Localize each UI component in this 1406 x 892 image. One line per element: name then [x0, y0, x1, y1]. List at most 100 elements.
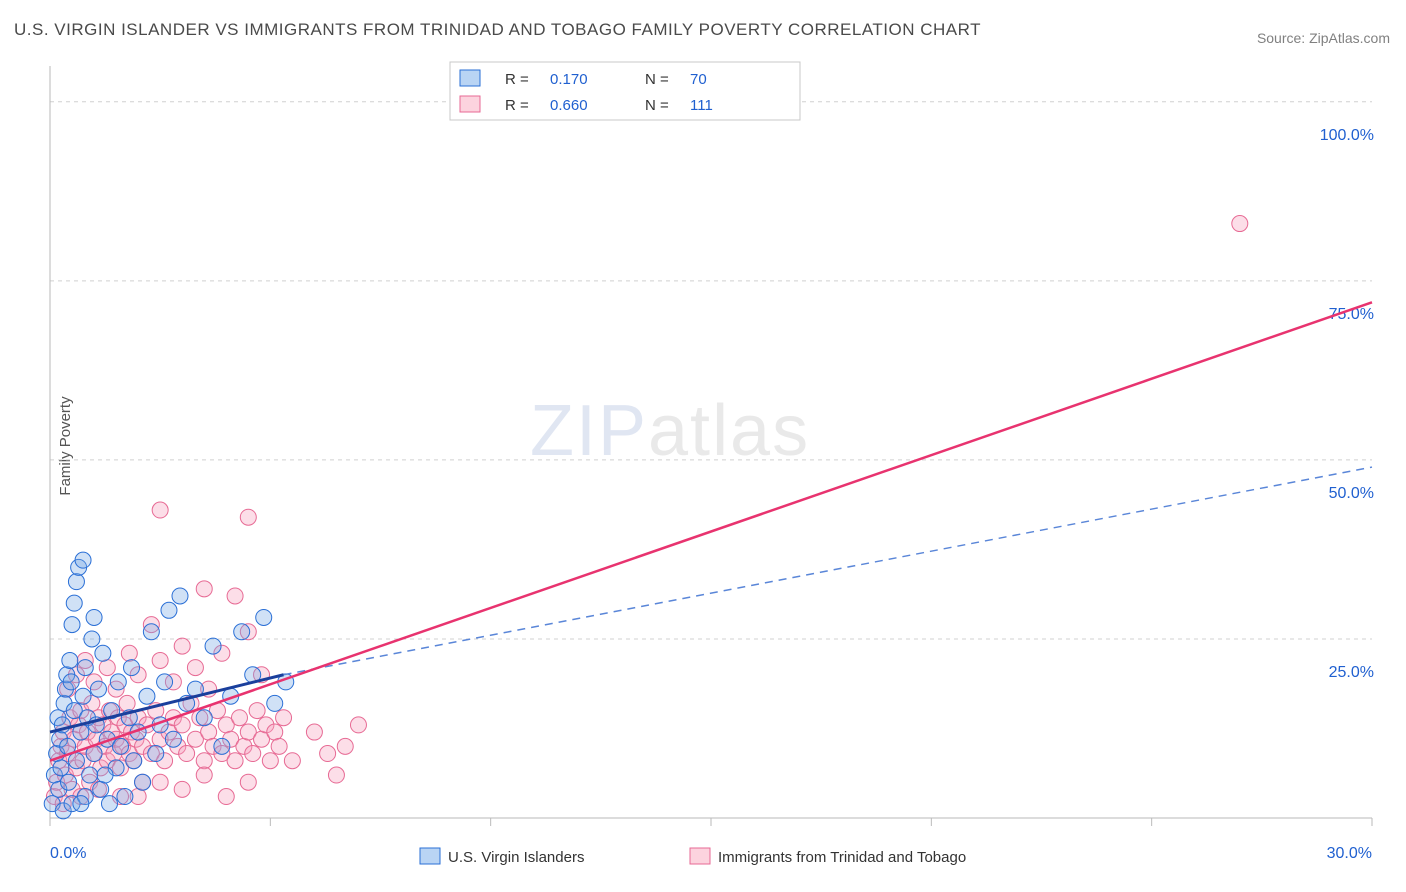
point-tt — [328, 767, 344, 783]
point-usvi — [135, 774, 151, 790]
point-tt — [196, 753, 212, 769]
point-usvi — [53, 760, 69, 776]
y-tick-label: 100.0% — [1320, 127, 1374, 144]
point-tt — [174, 717, 190, 733]
point-usvi — [86, 609, 102, 625]
point-tt — [240, 774, 256, 790]
point-usvi — [234, 624, 250, 640]
point-tt — [196, 767, 212, 783]
point-tt — [306, 724, 322, 740]
point-tt — [262, 753, 278, 769]
point-usvi — [143, 624, 159, 640]
point-usvi — [113, 738, 129, 754]
x-tick-label: 0.0% — [50, 845, 86, 862]
legend-swatch — [460, 96, 480, 112]
point-usvi — [139, 688, 155, 704]
point-usvi — [172, 588, 188, 604]
trendline-tt — [50, 302, 1372, 760]
point-usvi — [157, 674, 173, 690]
legend-n-label: N = — [645, 97, 669, 114]
point-tt — [152, 774, 168, 790]
point-tt — [350, 717, 366, 733]
point-usvi — [75, 552, 91, 568]
point-tt — [152, 652, 168, 668]
point-usvi — [126, 753, 142, 769]
stats-legend-box — [450, 62, 800, 120]
trendline-usvi-dash — [284, 467, 1372, 675]
point-tt — [201, 724, 217, 740]
point-usvi — [75, 688, 91, 704]
point-usvi — [77, 660, 93, 676]
point-usvi — [73, 796, 89, 812]
point-tt — [231, 710, 247, 726]
point-usvi — [148, 746, 164, 762]
point-usvi — [117, 789, 133, 805]
bottom-legend-label: Immigrants from Trinidad and Tobago — [718, 849, 966, 866]
point-tt — [119, 695, 135, 711]
plot-area: ZIPatlas 25.0%50.0%75.0%100.0%0.0%30.0%R… — [50, 60, 1380, 840]
point-usvi — [66, 595, 82, 611]
bottom-legend-swatch — [690, 848, 710, 864]
point-usvi — [101, 796, 117, 812]
point-tt — [227, 753, 243, 769]
point-usvi — [267, 695, 283, 711]
point-tt — [174, 781, 190, 797]
point-tt — [179, 746, 195, 762]
point-tt — [337, 738, 353, 754]
point-usvi — [205, 638, 221, 654]
point-tt — [218, 789, 234, 805]
legend-r-value: 0.170 — [550, 71, 588, 88]
point-usvi — [62, 652, 78, 668]
source-label: Source: ZipAtlas.com — [1257, 30, 1390, 46]
point-usvi — [82, 767, 98, 783]
point-usvi — [161, 602, 177, 618]
bottom-legend-label: U.S. Virgin Islanders — [448, 849, 584, 866]
legend-swatch — [460, 70, 480, 86]
legend-r-value: 0.660 — [550, 97, 588, 114]
point-usvi — [68, 574, 84, 590]
point-usvi — [84, 631, 100, 647]
point-tt — [284, 753, 300, 769]
legend-r-label: R = — [505, 97, 529, 114]
point-tt — [249, 703, 265, 719]
point-tt — [99, 660, 115, 676]
point-tt — [227, 588, 243, 604]
point-tt — [276, 710, 292, 726]
point-tt — [152, 502, 168, 518]
point-tt — [320, 746, 336, 762]
point-tt — [267, 724, 283, 740]
point-usvi — [90, 681, 106, 697]
legend-n-label: N = — [645, 71, 669, 88]
point-tt — [187, 660, 203, 676]
point-usvi — [64, 617, 80, 633]
x-tick-label: 30.0% — [1327, 845, 1372, 862]
point-usvi — [124, 660, 140, 676]
point-tt — [245, 746, 261, 762]
point-tt — [1232, 216, 1248, 232]
point-usvi — [93, 781, 109, 797]
point-usvi — [68, 753, 84, 769]
legend-n-value: 111 — [690, 97, 713, 114]
chart-title: U.S. VIRGIN ISLANDER VS IMMIGRANTS FROM … — [14, 20, 981, 40]
point-usvi — [110, 674, 126, 690]
point-usvi — [256, 609, 272, 625]
y-tick-label: 25.0% — [1329, 664, 1374, 681]
y-tick-label: 50.0% — [1329, 485, 1374, 502]
point-tt — [174, 638, 190, 654]
plot-svg: 25.0%50.0%75.0%100.0%0.0%30.0%R =0.170N … — [50, 60, 1380, 840]
point-tt — [271, 738, 287, 754]
point-tt — [196, 581, 212, 597]
legend-n-value: 70 — [690, 71, 707, 88]
point-tt — [240, 509, 256, 525]
point-usvi — [97, 767, 113, 783]
point-usvi — [214, 738, 230, 754]
point-tt — [121, 645, 137, 661]
chart-container: U.S. VIRGIN ISLANDER VS IMMIGRANTS FROM … — [0, 0, 1406, 892]
point-usvi — [165, 731, 181, 747]
point-usvi — [63, 674, 79, 690]
bottom-legend-swatch — [420, 848, 440, 864]
point-usvi — [196, 710, 212, 726]
point-usvi — [95, 645, 111, 661]
legend-r-label: R = — [505, 71, 529, 88]
point-usvi — [61, 774, 77, 790]
